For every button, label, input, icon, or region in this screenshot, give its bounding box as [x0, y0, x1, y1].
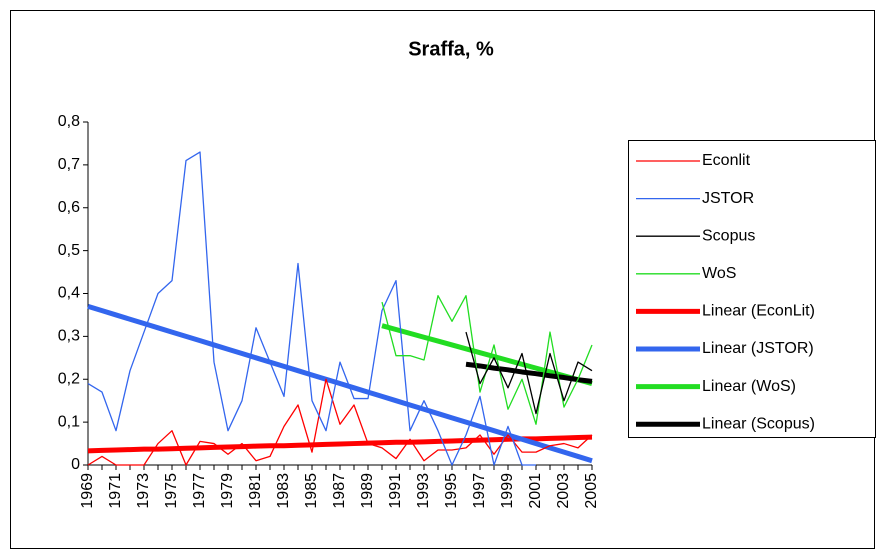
series-line: [381, 294, 593, 425]
x-tick-label: 1991: [387, 473, 404, 509]
legend-label: Linear (JSTOR): [702, 340, 814, 357]
y-tick-label: 0,4: [58, 285, 80, 302]
legend-label: Linear (WoS): [702, 378, 796, 395]
series-line: [87, 434, 593, 454]
x-tick-label: 2005: [583, 473, 600, 509]
x-tick-label: 1979: [219, 473, 236, 509]
x-tick-label: 1973: [135, 473, 152, 509]
legend-label: Scopus: [702, 227, 755, 244]
x-tick-label: 1993: [415, 473, 432, 509]
x-tick-label: 1987: [331, 473, 348, 509]
x-tick-label: 1995: [443, 473, 460, 509]
x-tick-label: 1975: [163, 473, 180, 509]
x-tick-label: 2003: [555, 473, 572, 509]
x-tick-label: 1977: [191, 473, 208, 509]
x-tick-label: 1983: [275, 473, 292, 509]
x-tick-label: 2001: [527, 473, 544, 509]
series-line: [465, 331, 593, 415]
legend-label: WoS: [702, 265, 736, 282]
x-tick-label: 1999: [499, 473, 516, 509]
series-line: [87, 378, 593, 466]
y-tick-label: 0,6: [58, 199, 80, 216]
chart-title: Sraffa, %: [408, 38, 494, 60]
legend-label: Linear (EconLit): [702, 303, 815, 320]
legend-label: Econlit: [702, 152, 751, 169]
x-tick-label: 1971: [107, 473, 124, 509]
series-line: [87, 151, 536, 466]
x-tick-label: 1997: [471, 473, 488, 509]
x-tick-label: 1969: [79, 473, 96, 509]
y-tick-label: 0,2: [58, 370, 80, 387]
y-tick-label: 0: [71, 456, 80, 473]
y-tick-label: 0,1: [58, 413, 80, 430]
series-line: [381, 323, 593, 386]
y-tick-label: 0,5: [58, 242, 80, 259]
y-tick-label: 0,7: [58, 156, 80, 173]
x-tick-label: 1985: [303, 473, 320, 509]
legend-label: Linear (Scopus): [702, 415, 815, 432]
legend-label: JSTOR: [702, 190, 754, 207]
x-tick-label: 1981: [247, 473, 264, 509]
y-tick-label: 0,8: [58, 113, 80, 130]
y-tick-label: 0,3: [58, 328, 80, 345]
x-tick-label: 1989: [359, 473, 376, 509]
